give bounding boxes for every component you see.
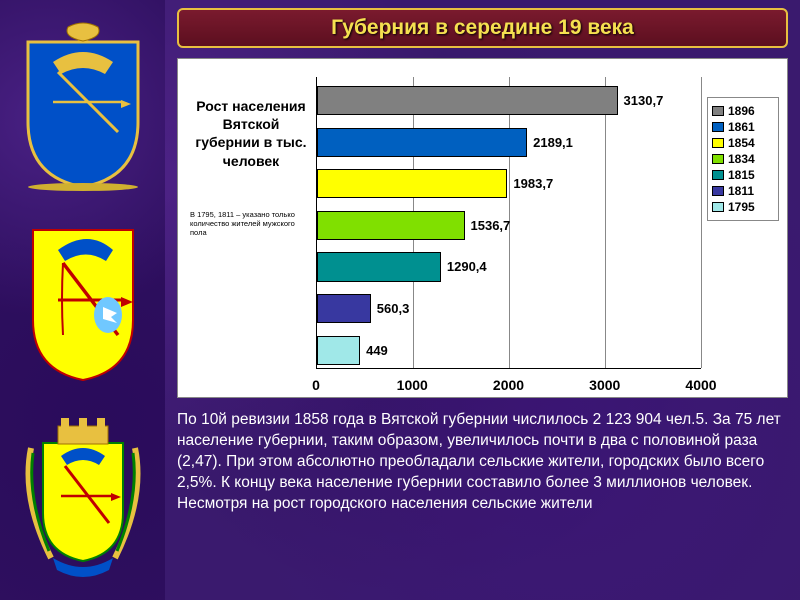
legend-label: 1795 [728,200,755,214]
legend-item: 1811 [712,184,774,198]
x-tick-label: 4000 [685,377,716,393]
legend-item: 1896 [712,104,774,118]
chart-left-labels: Рост населения Вятской губернии в тыс. ч… [186,67,316,393]
bar-row: 2189,1 [317,121,701,163]
body-paragraph: По 10й ревизии 1858 года в Вятской губер… [177,398,788,515]
chart-legend: 1896 1861 1854 1834 1815 1811 1795 [707,97,779,221]
x-tick-label: 1000 [397,377,428,393]
sidebar-heraldry [0,0,165,600]
x-tick-label: 3000 [589,377,620,393]
chart-footnote: В 1795, 1811 – указано только количество… [186,170,316,237]
legend-swatch [712,154,724,164]
legend-label: 1896 [728,104,755,118]
legend-item: 1815 [712,168,774,182]
bar-row: 560,3 [317,288,701,330]
coat-of-arms-top [13,22,153,192]
legend-swatch [712,138,724,148]
bar [317,128,527,157]
bar-value-label: 449 [366,343,388,358]
legend-label: 1815 [728,168,755,182]
bar-value-label: 1290,4 [447,259,487,274]
chart-title: Рост населения Вятской губернии в тыс. ч… [186,67,316,170]
gridline [701,77,702,368]
legend-label: 1861 [728,120,755,134]
coat-of-arms-middle [13,215,153,385]
bar-value-label: 1983,7 [513,176,553,191]
title-box: Губерния в середине 19 века [177,8,788,48]
legend-item: 1795 [712,200,774,214]
bar-row: 1536,7 [317,205,701,247]
bar-row: 3130,7 [317,80,701,122]
legend-swatch [712,202,724,212]
legend-swatch [712,170,724,180]
chart-panel: Рост населения Вятской губернии в тыс. ч… [177,58,788,398]
bar-row: 1983,7 [317,163,701,205]
legend-label: 1834 [728,152,755,166]
x-tick-label: 2000 [493,377,524,393]
legend-swatch [712,186,724,196]
bar-row: 449 [317,329,701,371]
legend-swatch [712,122,724,132]
bar [317,86,618,115]
bar [317,336,360,365]
bar-row: 1290,4 [317,246,701,288]
x-axis-ticks: 01000200030004000 [316,371,701,393]
bar [317,211,465,240]
legend-item: 1854 [712,136,774,150]
slide-title: Губерния в середине 19 века [191,16,774,40]
legend-label: 1854 [728,136,755,150]
bar-value-label: 3130,7 [624,93,664,108]
legend-label: 1811 [728,184,754,198]
x-tick-label: 0 [312,377,320,393]
chart-plot: 3130,72189,11983,71536,71290,4560,3449 0… [316,67,701,393]
bar-value-label: 560,3 [377,301,410,316]
legend-swatch [712,106,724,116]
coat-of-arms-bottom [13,408,153,578]
bar [317,252,441,281]
legend-item: 1861 [712,120,774,134]
bar [317,169,507,198]
bar [317,294,371,323]
bar-value-label: 2189,1 [533,135,573,150]
slide: Губерния в середине 19 века Рост населен… [0,0,800,600]
main-content: Губерния в середине 19 века Рост населен… [165,0,800,600]
bar-value-label: 1536,7 [471,218,511,233]
plot-area: 3130,7 2189,1 1983,7 1536,7 1290,4 560,3 449 [316,77,701,369]
legend-item: 1834 [712,152,774,166]
